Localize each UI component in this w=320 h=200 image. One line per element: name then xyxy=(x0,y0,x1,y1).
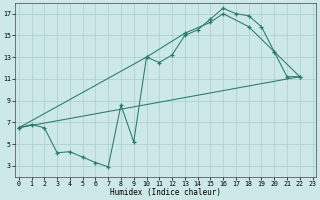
X-axis label: Humidex (Indice chaleur): Humidex (Indice chaleur) xyxy=(110,188,221,197)
